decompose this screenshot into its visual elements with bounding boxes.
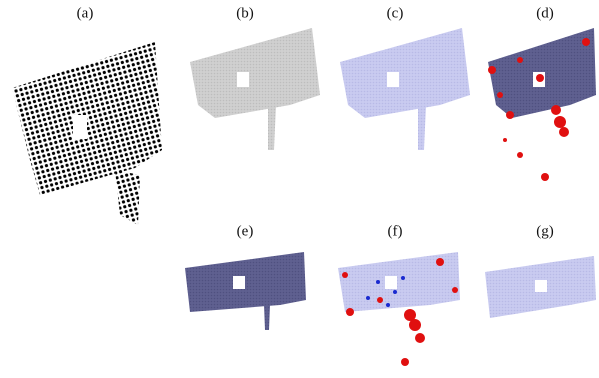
- panel-label: (e): [237, 223, 254, 239]
- panel-label: (a): [77, 5, 94, 21]
- point-cloud-b: [190, 28, 320, 150]
- panel-label: (c): [387, 5, 404, 21]
- point-cloud-a: [12, 42, 162, 225]
- figure: (a) (b) (c) (d) (e) (f) (g): [0, 0, 599, 378]
- page: (a) (b) (c) (d) (e) (f) (g): [0, 0, 599, 378]
- point-cloud-f: [338, 252, 460, 366]
- point-cloud-e: [185, 252, 306, 330]
- panel-label: (g): [536, 223, 554, 239]
- point-cloud-d: [488, 28, 596, 181]
- panel-label: (b): [236, 5, 254, 21]
- point-cloud-g: [485, 256, 596, 318]
- panel-label: (f): [388, 223, 403, 239]
- point-cloud-c: [340, 28, 470, 150]
- panel-label: (d): [536, 5, 554, 21]
